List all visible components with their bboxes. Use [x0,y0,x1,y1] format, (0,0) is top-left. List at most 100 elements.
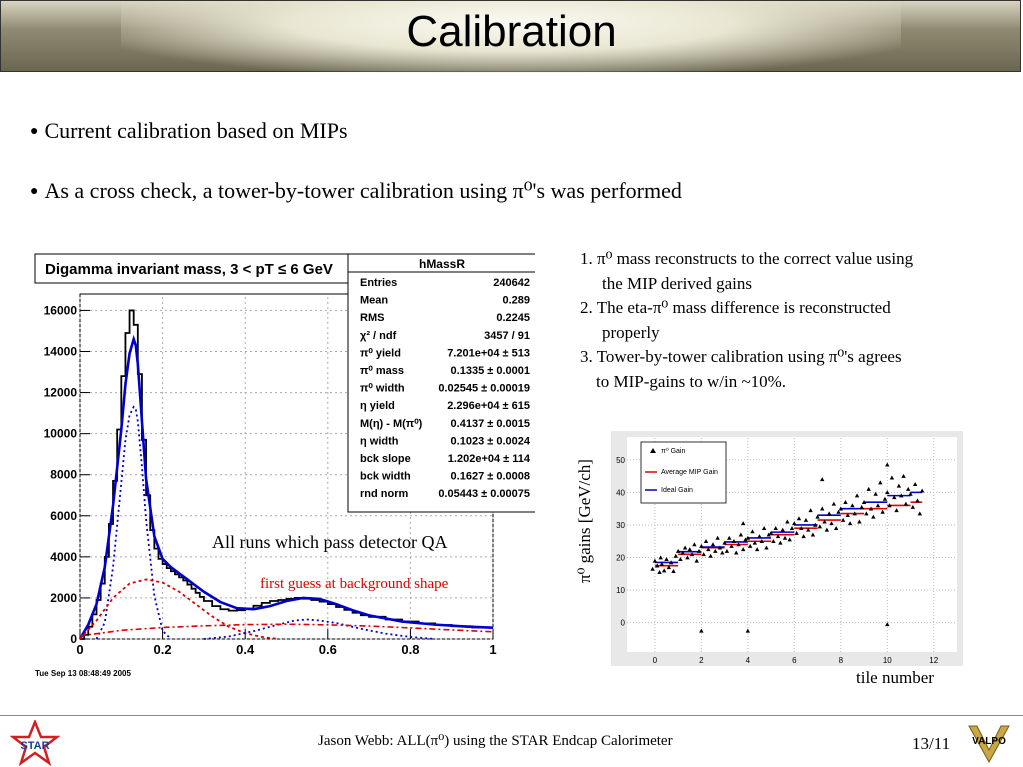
pi0-gain-point [689,552,695,557]
pi0-gain-point [655,563,660,568]
pi0-gain-point [826,511,832,516]
bullet-2-text: As a cross check, a tower-by-tower calib… [44,178,682,203]
pi0-gain-point [878,480,883,485]
pi0-gain-point [833,526,839,531]
svg-text:STAR: STAR [20,740,49,752]
slide-title: Calibration [406,7,617,56]
svg-text:VALPO: VALPO [972,736,1006,747]
stats-name: hMassR [419,257,465,271]
pi0-gain-point [757,534,762,539]
pi0-gain-point [747,543,753,548]
scatter-ytick: 50 [616,456,625,465]
stats-key: M(η) - M(π⁰) [360,418,423,430]
pi0-gain-point [836,509,841,514]
valpo-logo: VALPO [968,725,1010,764]
star-logo: STAR [10,720,60,766]
pi0-gain-point [894,508,899,513]
notes-list: 1. π⁰ mass reconstructs to the correct v… [580,247,1010,394]
scatter-xtick: 12 [929,656,938,665]
pi0-gain-point [817,524,823,529]
scatter-xtick: 4 [746,656,751,665]
pi0-gain-point [727,535,732,540]
pi0-gain-point [780,527,785,532]
hist-ytick: 14000 [44,345,78,359]
pi0-gain-point [824,527,830,532]
note-2: 2. The eta-π⁰ mass difference is reconst… [580,298,891,317]
pi0-gain-point [910,504,916,509]
pi0-gain-point [731,539,737,544]
pi0-gain-point [882,496,888,501]
pi0-gain-point [813,522,818,527]
stats-value: 0.4137 ± 0.0015 [451,418,530,430]
pi0-gain-point [713,548,718,553]
pi0-gain-point [792,521,797,526]
stats-key: bck slope [360,453,411,465]
stats-value: 7.201e+04 ± 513 [447,347,530,359]
note-3: 3. Tower-by-tower calibration using π⁰'s… [580,347,902,366]
pi0-gain-point [673,553,679,558]
scatter-ylabel: π⁰ gains [GeV/ch] [575,459,594,583]
pi0-gain-point [771,539,776,544]
pi0-gain-point [738,532,744,537]
pi0-gain-point [820,506,825,511]
pi0-gain-point [775,534,781,539]
pi0-gain-point [796,516,802,521]
pi0-gain-point [857,519,862,524]
stats-key: π⁰ width [360,383,405,395]
pi0-gain-point [778,540,783,545]
bullet-1-text: Current calibration based on MIPs [44,118,348,143]
pi0-gain-point [696,548,702,553]
hist-xtick: 0.2 [154,642,172,657]
scatter-ytick: 10 [616,586,625,595]
pi0-gain-point [854,493,860,498]
pi0-gain-point [706,547,711,552]
pi0-gain-point [666,565,672,570]
pi0-gain-point [659,561,665,566]
stats-key: Mean [360,295,388,307]
pi0-gain-point [664,556,669,561]
stats-value: 0.1627 ± 0.0008 [451,471,530,483]
pi0-gain-point [745,535,751,540]
hist-series-3 [203,618,436,640]
pi0-gain-point [892,495,897,500]
pi0-gain-point [859,504,864,509]
footer-divider [0,715,1023,716]
stats-key: Entries [360,277,397,289]
pi0-gain-point [687,547,692,552]
pi0-gain-point [759,539,764,544]
pi0-gain-point [736,542,741,547]
pi0-gain-point [768,530,774,535]
stats-key: η width [360,435,399,447]
pi0-gain-point [668,560,674,565]
pi0-gain-point [708,553,713,558]
mass-histogram-chart: 0 0.2 0.4 0.6 0.8 1 0 2000 4000 6000 8000 10000 1200… [25,250,535,680]
hist-ytick: 6000 [50,509,77,523]
note-3b: to MIP-gains to w/in ~10%. [596,371,787,391]
stats-value: 0.05443 ± 0.00075 [438,488,530,500]
pi0-gain-point [701,552,706,557]
pi0-gain-point [682,545,688,550]
scatter-ytick: 0 [621,619,626,628]
pi0-gain-point [717,545,723,550]
pi0-gain-point [915,498,920,503]
stats-value: 0.1023 ± 0.0024 [451,435,531,447]
stats-key: π⁰ yield [360,347,401,359]
pi0-gain-point [710,542,716,547]
pi0-gain-point [678,556,683,561]
pi0-gain-point [694,558,699,563]
pi0-gain-point [699,543,704,548]
legend-item-3: Ideal Gain [661,487,693,494]
pi0-gain-point [896,483,902,488]
pi0-gain-point [703,539,709,544]
pi0-gain-point [838,506,844,511]
pi0-gain-point [773,526,778,531]
pi0-gain-point [740,521,746,526]
hist-title: Digamma invariant mass, 3 < pT ≤ 6 GeV [45,261,333,278]
pi0-gain-point [740,547,746,552]
pi0-gain-point [734,550,739,555]
pi0-gain-point [743,537,748,542]
pi0-gain-point [871,514,876,519]
pi0-gain-point [815,514,820,519]
pi0-gain-point [899,493,904,498]
pi0-gain-point [843,499,848,504]
